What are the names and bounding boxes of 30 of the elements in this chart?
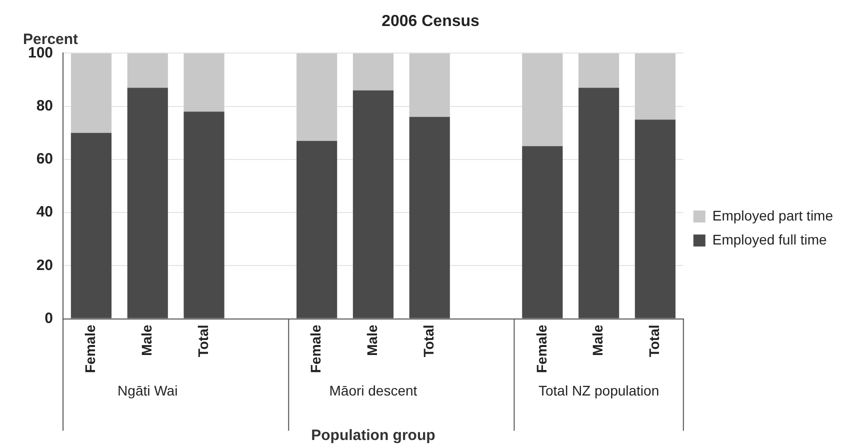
x-tick-label: Female xyxy=(308,324,324,373)
y-tick-label: 60 xyxy=(36,150,54,168)
legend-label: Employed part time xyxy=(712,207,834,224)
bar xyxy=(296,53,338,141)
bar xyxy=(184,53,224,112)
text: Total NZ population xyxy=(538,382,660,399)
x-tick-label: Male xyxy=(364,324,380,356)
x-tick-label: Total xyxy=(646,324,662,358)
y-tick-label: 40 xyxy=(36,204,54,221)
x-tick-label: Total xyxy=(194,324,211,358)
y-tick-label: 0 xyxy=(44,310,54,327)
chart-title: 2006 Census xyxy=(382,13,480,30)
text: Ngāti Wai xyxy=(118,382,178,399)
bar xyxy=(409,53,450,117)
x-tick-label: Total xyxy=(420,324,436,358)
bar xyxy=(578,53,620,88)
bar xyxy=(634,53,676,120)
x-tick-label: Female xyxy=(533,324,550,373)
text: Māori descent xyxy=(329,382,418,399)
bar xyxy=(127,53,168,88)
legend-label: Employed full time xyxy=(712,231,827,248)
y-tick-label: 20 xyxy=(36,256,54,274)
x-tick-label: Male xyxy=(138,324,154,356)
y-tick-label: 80 xyxy=(36,97,54,114)
x-axis-title: Population group xyxy=(311,427,436,444)
bar xyxy=(522,53,563,146)
x-tick-label: Male xyxy=(590,324,606,356)
bar xyxy=(352,53,394,90)
bar xyxy=(70,53,112,133)
x-tick-label: Female xyxy=(82,324,98,373)
